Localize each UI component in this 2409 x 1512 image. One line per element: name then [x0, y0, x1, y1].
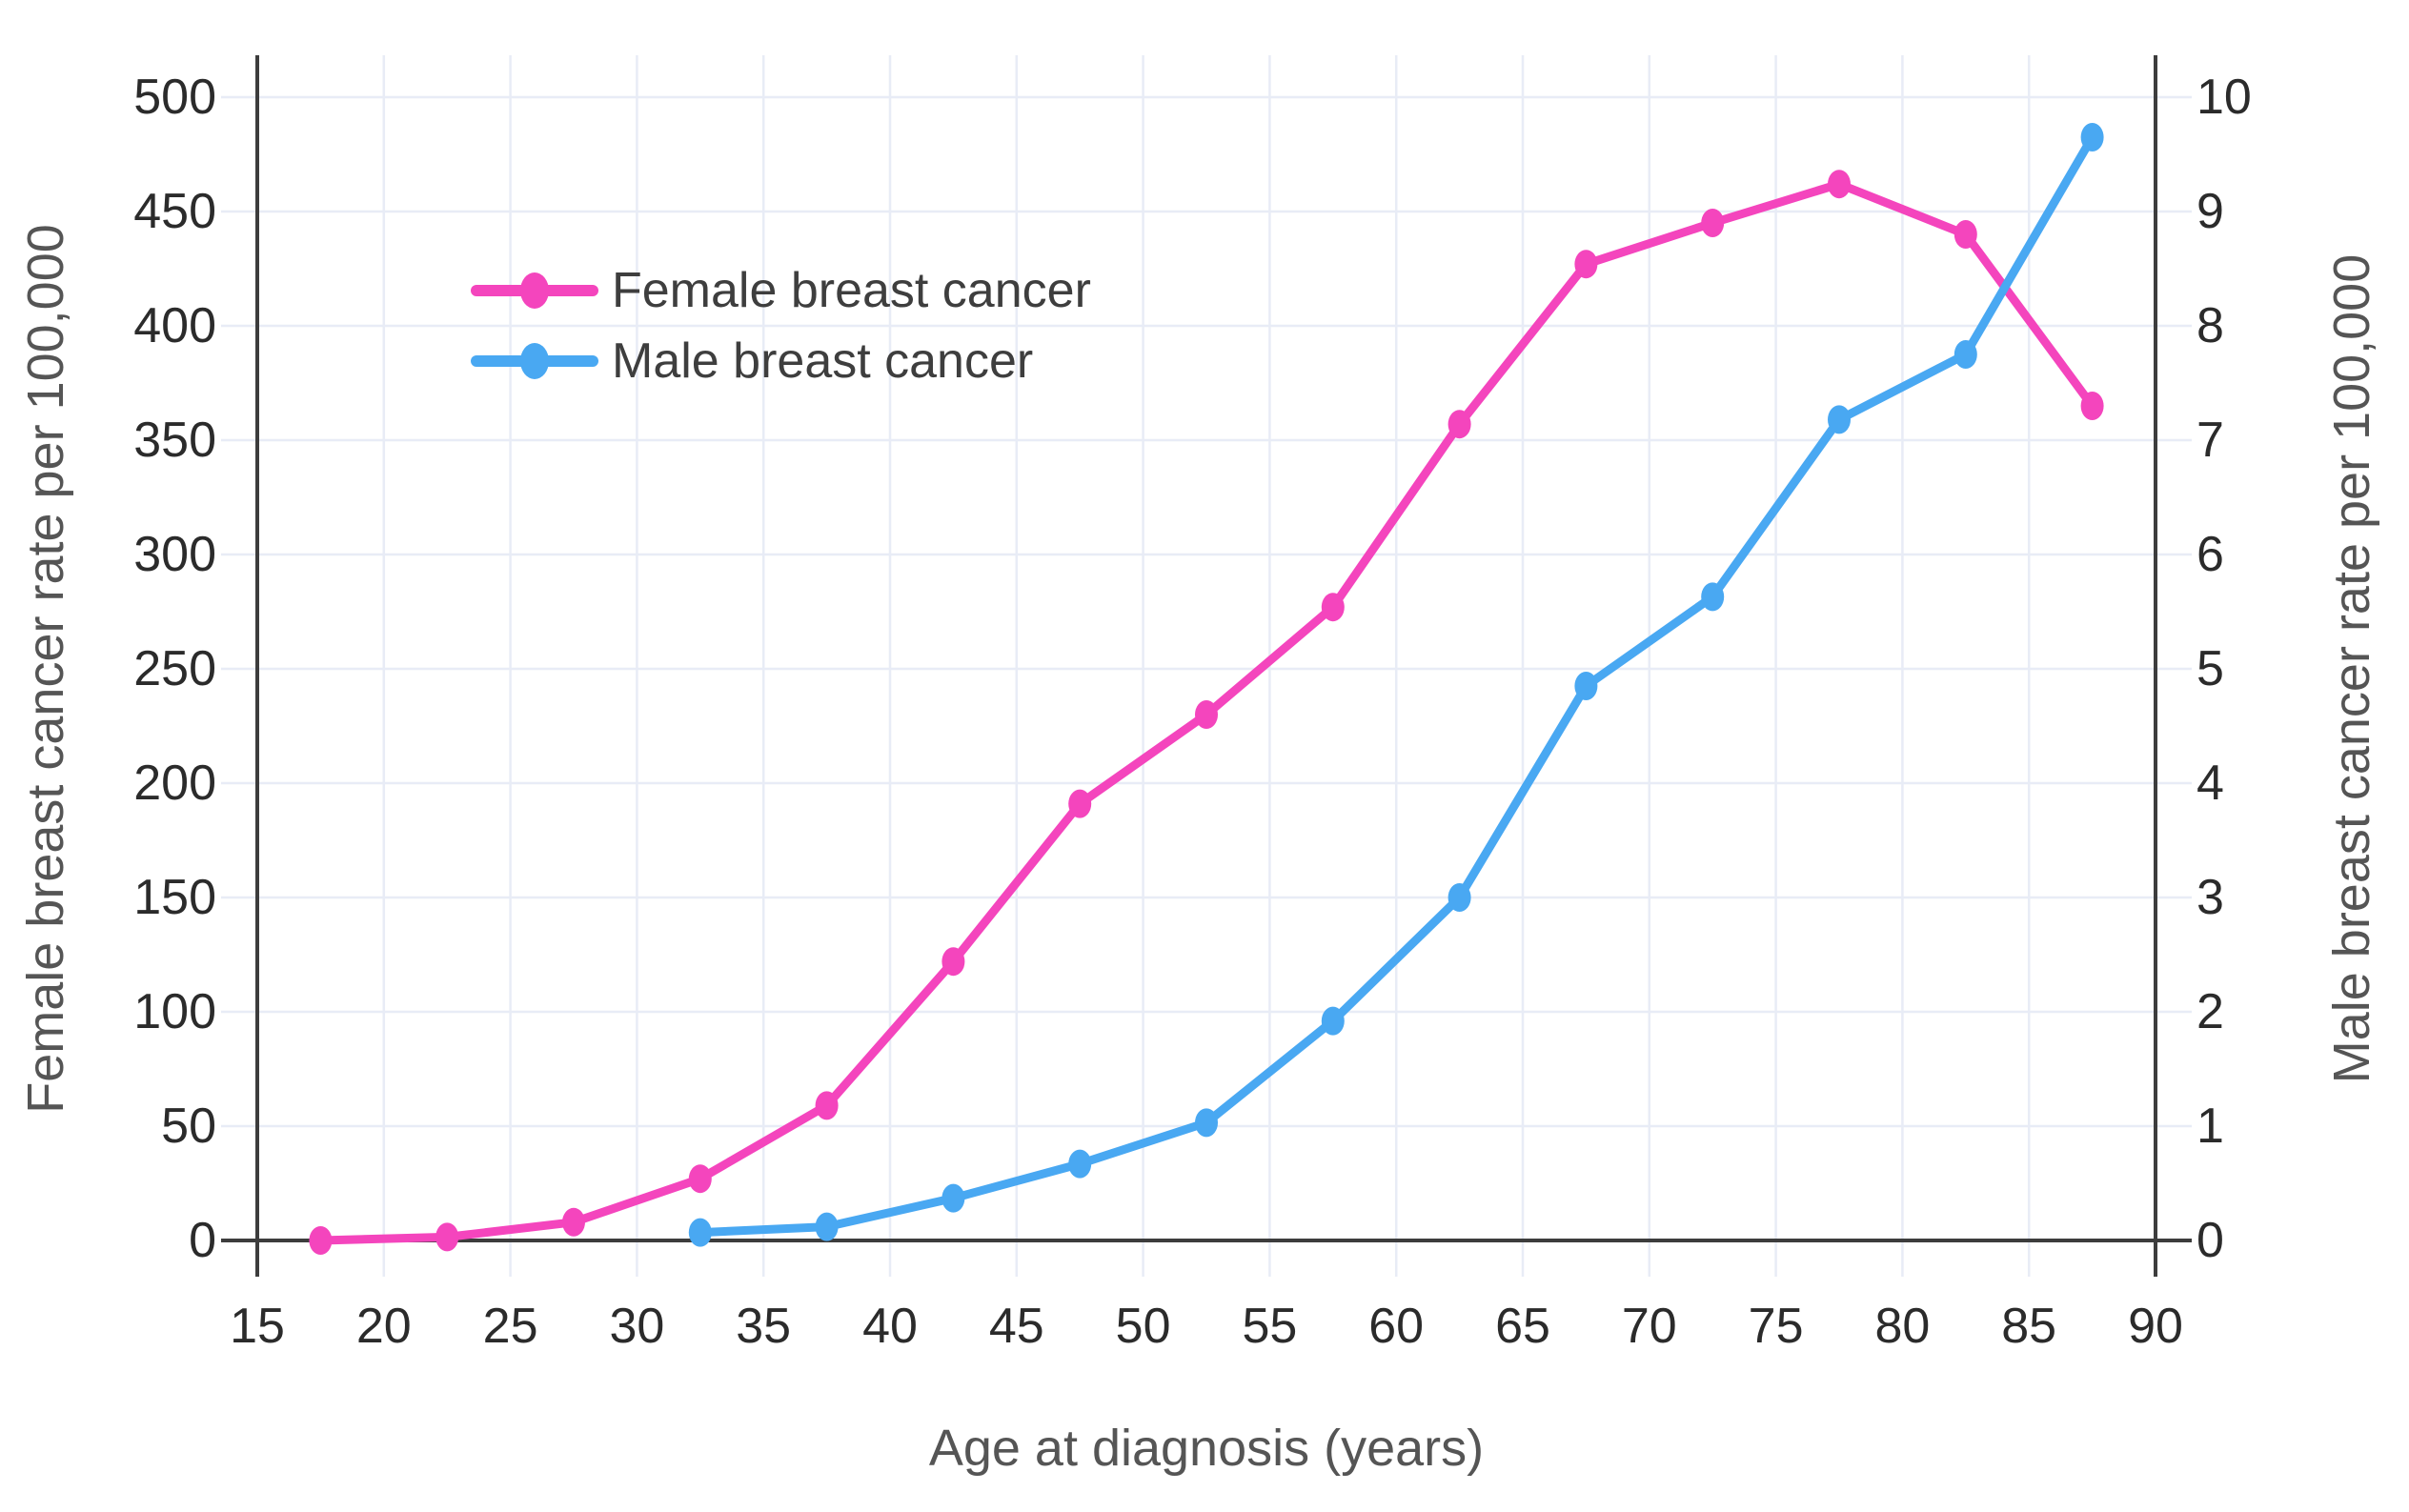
y-right-tick-label: 6 — [2196, 527, 2224, 582]
y-right-tick-label: 5 — [2196, 641, 2224, 696]
y-right-tick-label: 3 — [2196, 870, 2224, 925]
x-tick-label: 75 — [1749, 1299, 1804, 1354]
male-series-marker — [1828, 405, 1851, 434]
x-tick-label: 80 — [1874, 1299, 1930, 1354]
y-right-tick-label: 8 — [2196, 298, 2224, 353]
legend-swatch-marker — [520, 272, 549, 309]
male-series-marker — [941, 1183, 965, 1213]
x-tick-label: 85 — [2001, 1299, 2056, 1354]
y-left-tick-label: 350 — [133, 413, 216, 468]
x-tick-label: 25 — [483, 1299, 538, 1354]
x-tick-label: 60 — [1368, 1299, 1424, 1354]
female-series-marker — [1701, 209, 1725, 237]
y-left-tick-label: 150 — [133, 870, 216, 925]
female-series-marker — [1447, 410, 1471, 439]
male-series-marker — [1447, 883, 1471, 912]
x-tick-label: 30 — [609, 1299, 664, 1354]
male-series-marker — [815, 1212, 839, 1241]
y-left-tick-label: 200 — [133, 756, 216, 811]
x-tick-label: 20 — [356, 1299, 412, 1354]
female-series-marker — [688, 1164, 712, 1194]
y-left-tick-label: 300 — [133, 527, 216, 582]
female-series-marker — [1068, 789, 1092, 818]
y-left-tick-label: 50 — [161, 1099, 216, 1154]
y-left-axis-title: Female breast cancer rate per 100,000 — [17, 224, 74, 1114]
legend-item-label: Male breast cancer — [612, 333, 1033, 389]
male-series-marker — [1321, 1006, 1345, 1036]
legend-item-label: Female breast cancer — [612, 263, 1091, 318]
x-tick-label: 50 — [1116, 1299, 1171, 1354]
x-tick-label: 65 — [1495, 1299, 1550, 1354]
y-left-tick-label: 250 — [133, 641, 216, 696]
x-tick-label: 55 — [1242, 1299, 1297, 1354]
y-left-tick-label: 500 — [133, 70, 216, 125]
x-tick-label: 70 — [1622, 1299, 1677, 1354]
y-right-tick-label: 10 — [2196, 70, 2252, 125]
y-left-tick-label: 100 — [133, 984, 216, 1039]
y-left-tick-label: 400 — [133, 298, 216, 353]
female-series-marker — [941, 947, 965, 977]
y-right-tick-label: 2 — [2196, 984, 2224, 1039]
female-series-marker — [309, 1226, 333, 1255]
female-series-marker — [1828, 170, 1851, 199]
y-right-axis-title: Male breast cancer rate per 100,000 — [2323, 254, 2380, 1084]
male-series-marker — [1574, 672, 1598, 700]
x-tick-label: 90 — [2128, 1299, 2183, 1354]
female-series-marker — [815, 1091, 839, 1120]
female-series-marker — [1195, 700, 1218, 729]
y-left-tick-label: 450 — [133, 184, 216, 239]
x-tick-label: 45 — [989, 1299, 1044, 1354]
legend-swatch-marker — [520, 343, 549, 379]
female-series-marker — [1954, 220, 1977, 249]
x-tick-label: 40 — [862, 1299, 918, 1354]
y-right-tick-label: 9 — [2196, 184, 2224, 239]
female-series-marker — [1321, 593, 1345, 622]
y-right-tick-label: 7 — [2196, 413, 2224, 468]
female-series-marker — [2080, 392, 2104, 420]
x-tick-label: 15 — [230, 1299, 285, 1354]
male-series-marker — [2080, 123, 2104, 151]
male-series-marker — [688, 1218, 712, 1247]
male-series-line — [696, 132, 2097, 1238]
x-tick-label: 35 — [736, 1299, 791, 1354]
female-series-marker — [435, 1222, 459, 1252]
male-series-marker — [1195, 1108, 1218, 1138]
female-series-marker — [1574, 250, 1598, 279]
male-series-marker — [1068, 1149, 1092, 1179]
y-right-tick-label: 4 — [2196, 756, 2224, 811]
male-series-marker — [1954, 340, 1977, 369]
female-series-marker — [562, 1207, 585, 1237]
x-axis-title: Age at diagnosis (years) — [929, 1420, 1484, 1477]
male-series-marker — [1701, 582, 1725, 612]
y-left-tick-label: 0 — [189, 1213, 216, 1268]
y-right-tick-label: 0 — [2196, 1213, 2224, 1268]
y-right-tick-label: 1 — [2196, 1099, 2224, 1154]
